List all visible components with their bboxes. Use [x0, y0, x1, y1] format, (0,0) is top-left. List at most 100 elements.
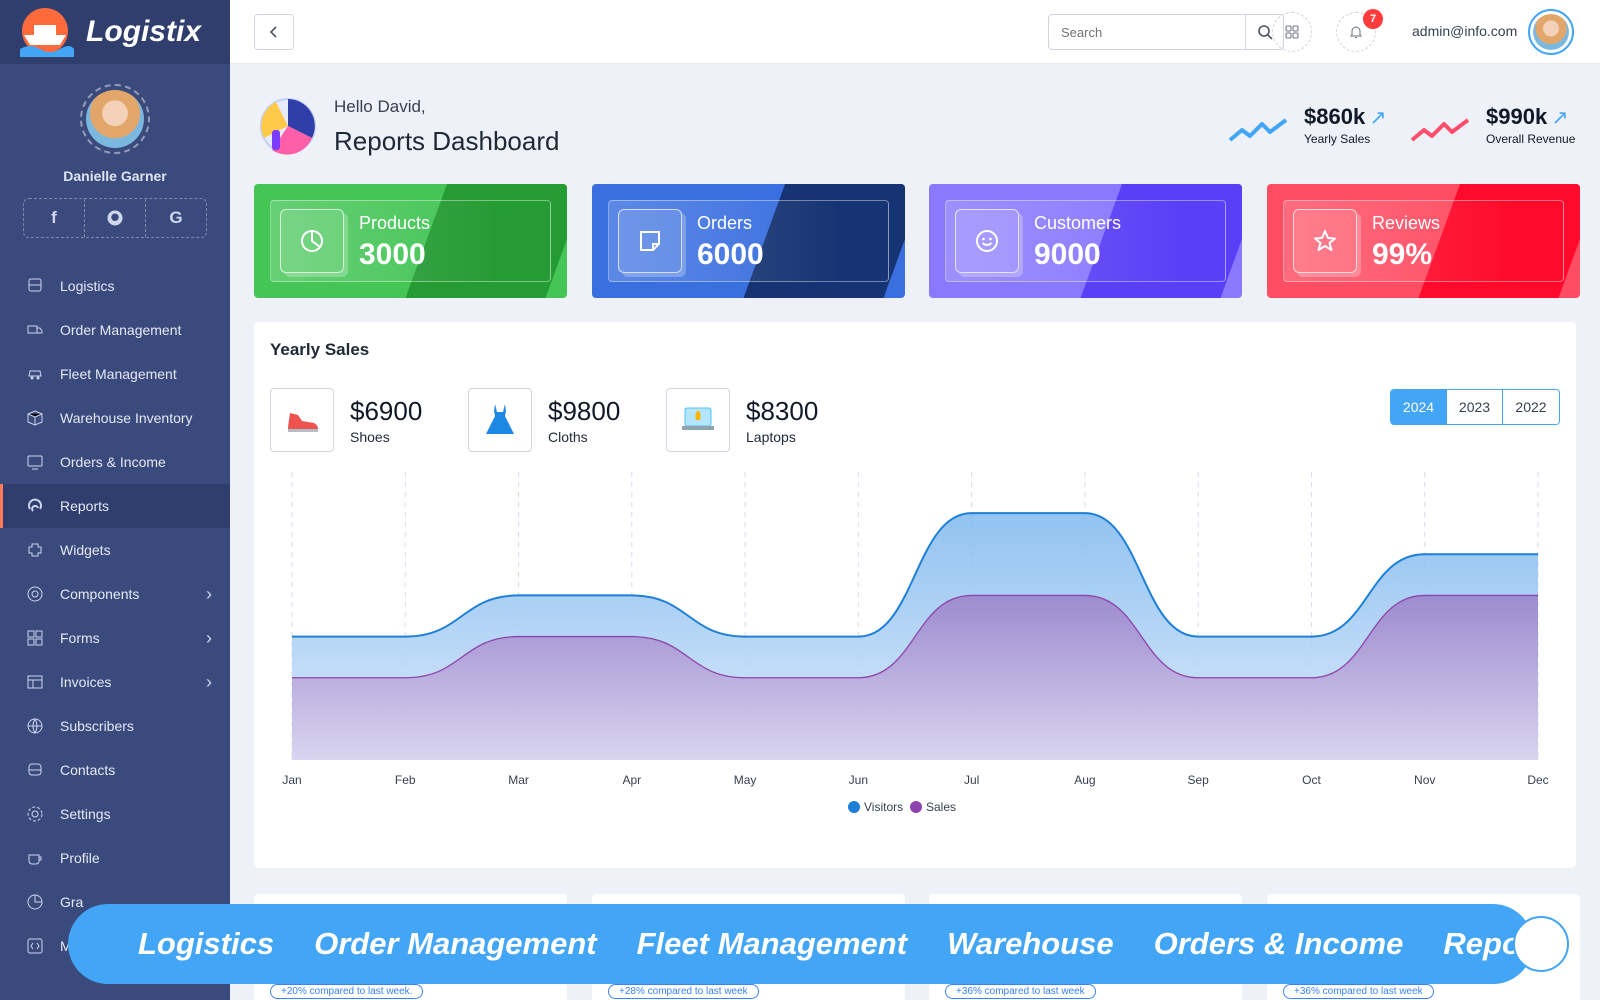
banner-item[interactable]: Orders & Income	[1153, 926, 1404, 961]
banner-item[interactable]: Order Management	[314, 926, 597, 961]
shoe-icon	[270, 388, 334, 452]
sidebar-item-profile[interactable]: Profile	[0, 836, 230, 880]
sidebar-item-warehouse-inventory[interactable]: Warehouse Inventory	[0, 396, 230, 440]
sidebar-item-contacts[interactable]: Contacts	[0, 748, 230, 792]
note-icon	[618, 209, 682, 273]
search-icon	[1257, 25, 1273, 40]
banner-item[interactable]: Logistics	[138, 926, 275, 961]
series-line-visitors[interactable]	[292, 512, 1538, 638]
series-line-sales[interactable]	[292, 594, 1538, 679]
notifications-button[interactable]: 7	[1336, 9, 1383, 52]
year-button-2023[interactable]: 2023	[1447, 390, 1503, 424]
laptop-rocket-icon	[666, 388, 730, 452]
product-value: $9800	[548, 395, 621, 426]
trend-line-icon	[1228, 118, 1288, 142]
search-input[interactable]	[1049, 15, 1245, 49]
brand[interactable]: Logistix	[0, 0, 230, 64]
sidebar-item-settings[interactable]: Settings	[0, 792, 230, 836]
apps-button[interactable]	[1272, 12, 1312, 52]
legend-item-sales[interactable]: Sales	[910, 800, 956, 814]
x-tick-label: Dec	[1527, 773, 1548, 787]
legend-item-visitors[interactable]: Visitors	[848, 800, 903, 814]
stat-card-orders[interactable]: Orders 6000	[592, 184, 905, 298]
search-button[interactable]	[1245, 15, 1283, 49]
sidebar-item-label: Invoices	[60, 674, 112, 690]
arrow-up-right-icon: ↗	[1551, 107, 1569, 129]
sidebar-item-reports[interactable]: Reports	[0, 484, 230, 528]
star-icon	[1293, 209, 1357, 273]
header-avatar[interactable]	[1528, 9, 1574, 55]
sidebar-item-fleet-management[interactable]: Fleet Management	[0, 352, 230, 396]
github-icon[interactable]	[85, 199, 146, 237]
x-tick-label: Jul	[964, 773, 979, 787]
chevron-right-icon: ›	[206, 671, 212, 692]
bell-icon	[1349, 26, 1363, 38]
grid-icon	[1285, 25, 1299, 39]
car-icon	[26, 365, 44, 383]
sidebar-item-label: M	[60, 938, 72, 954]
x-tick-label: Oct	[1302, 773, 1321, 787]
kpi-yearly-sales: $860k ↗ Yearly Sales	[1228, 104, 1386, 146]
kpi-label: Yearly Sales	[1304, 132, 1371, 146]
bus-icon	[26, 277, 44, 295]
box-icon	[26, 409, 44, 427]
sidebar-item-order-management[interactable]: Order Management	[0, 308, 230, 352]
stat-card-reviews[interactable]: Reviews 99%	[1267, 184, 1580, 298]
sidebar-item-label: Settings	[60, 806, 111, 822]
facebook-icon[interactable]: f	[24, 199, 85, 237]
brand-name: Logistix	[86, 15, 202, 48]
x-tick-label: Aug	[1074, 773, 1095, 787]
stat-label: Orders	[697, 213, 753, 233]
dress-icon	[468, 388, 532, 452]
x-tick-label: Nov	[1414, 773, 1435, 787]
sidebar-item-label: Widgets	[60, 542, 111, 558]
sidebar-item-label: Gra	[60, 894, 84, 910]
sidebar-item-m[interactable]: M	[0, 924, 230, 968]
kpi-value: $860k	[1304, 104, 1366, 129]
user-email[interactable]: admin@info.com	[1412, 23, 1518, 39]
product-cloths: $9800 Cloths	[468, 388, 620, 452]
sidebar-item-widgets[interactable]: Widgets	[0, 528, 230, 572]
kpi-overall-revenue: $990k ↗ Overall Revenue	[1410, 104, 1575, 146]
stat-card-products[interactable]: Products 3000	[254, 184, 567, 298]
sidebar-item-label: Reports	[60, 498, 110, 514]
feature-banner: Logistics Order Management Fleet Managemen…	[68, 904, 1561, 984]
sidebar-item-label: Contacts	[60, 762, 116, 778]
sidebar-item-gra[interactable]: Gra	[0, 880, 230, 924]
avatar[interactable]	[80, 84, 150, 154]
product-label: Laptops	[746, 428, 796, 445]
banner-item[interactable]: Fleet Management	[636, 926, 908, 961]
floating-action-button[interactable]	[1513, 916, 1569, 972]
chevron-left-icon	[269, 26, 277, 38]
sidebar-item-label: Subscribers	[60, 718, 134, 734]
legend-marker	[910, 801, 922, 813]
stat-panel: Reviews 99%	[1283, 200, 1564, 282]
profile: Danielle Garner f G	[0, 64, 230, 238]
sidebar-item-invoices[interactable]: Invoices ›	[0, 660, 230, 704]
stat-label: Products	[359, 213, 431, 233]
sidebar-item-logistics[interactable]: Logistics	[0, 264, 230, 308]
banner-item[interactable]: Warehouse	[947, 926, 1114, 961]
sidebar: Logistix Danielle Garner f G Logistics Or…	[0, 0, 230, 1000]
year-button-2022[interactable]: 2022	[1503, 390, 1559, 424]
x-tick-label: Apr	[622, 773, 641, 787]
sidebar-item-label: Warehouse Inventory	[60, 410, 193, 426]
chevron-right-icon: ›	[206, 627, 212, 648]
x-tick-label: Sep	[1188, 773, 1210, 787]
sidebar-item-subscribers[interactable]: Subscribers	[0, 704, 230, 748]
google-icon[interactable]: G	[169, 208, 183, 227]
comparison-badge: +20% compared to last week.	[270, 984, 424, 999]
sidebar-item-components[interactable]: Components ›	[0, 572, 230, 616]
sidebar-nav: Logistics Order Management Fleet Managemen…	[0, 264, 230, 968]
notification-badge: 7	[1363, 9, 1383, 29]
aperture-icon	[26, 585, 44, 603]
stat-panel: Products 3000	[270, 200, 551, 282]
sidebar-item-orders-income[interactable]: Orders & Income	[0, 440, 230, 484]
sidebar-item-forms[interactable]: Forms ›	[0, 616, 230, 660]
stat-panel: Customers 9000	[945, 200, 1226, 282]
stat-card-customers[interactable]: Customers 9000	[929, 184, 1242, 298]
back-button[interactable]	[254, 14, 294, 50]
greeting-hello: Hello David,	[334, 97, 426, 116]
year-button-2024[interactable]: 2024	[1391, 390, 1447, 424]
year-toggle: 2024 2023 2022	[1390, 389, 1560, 425]
